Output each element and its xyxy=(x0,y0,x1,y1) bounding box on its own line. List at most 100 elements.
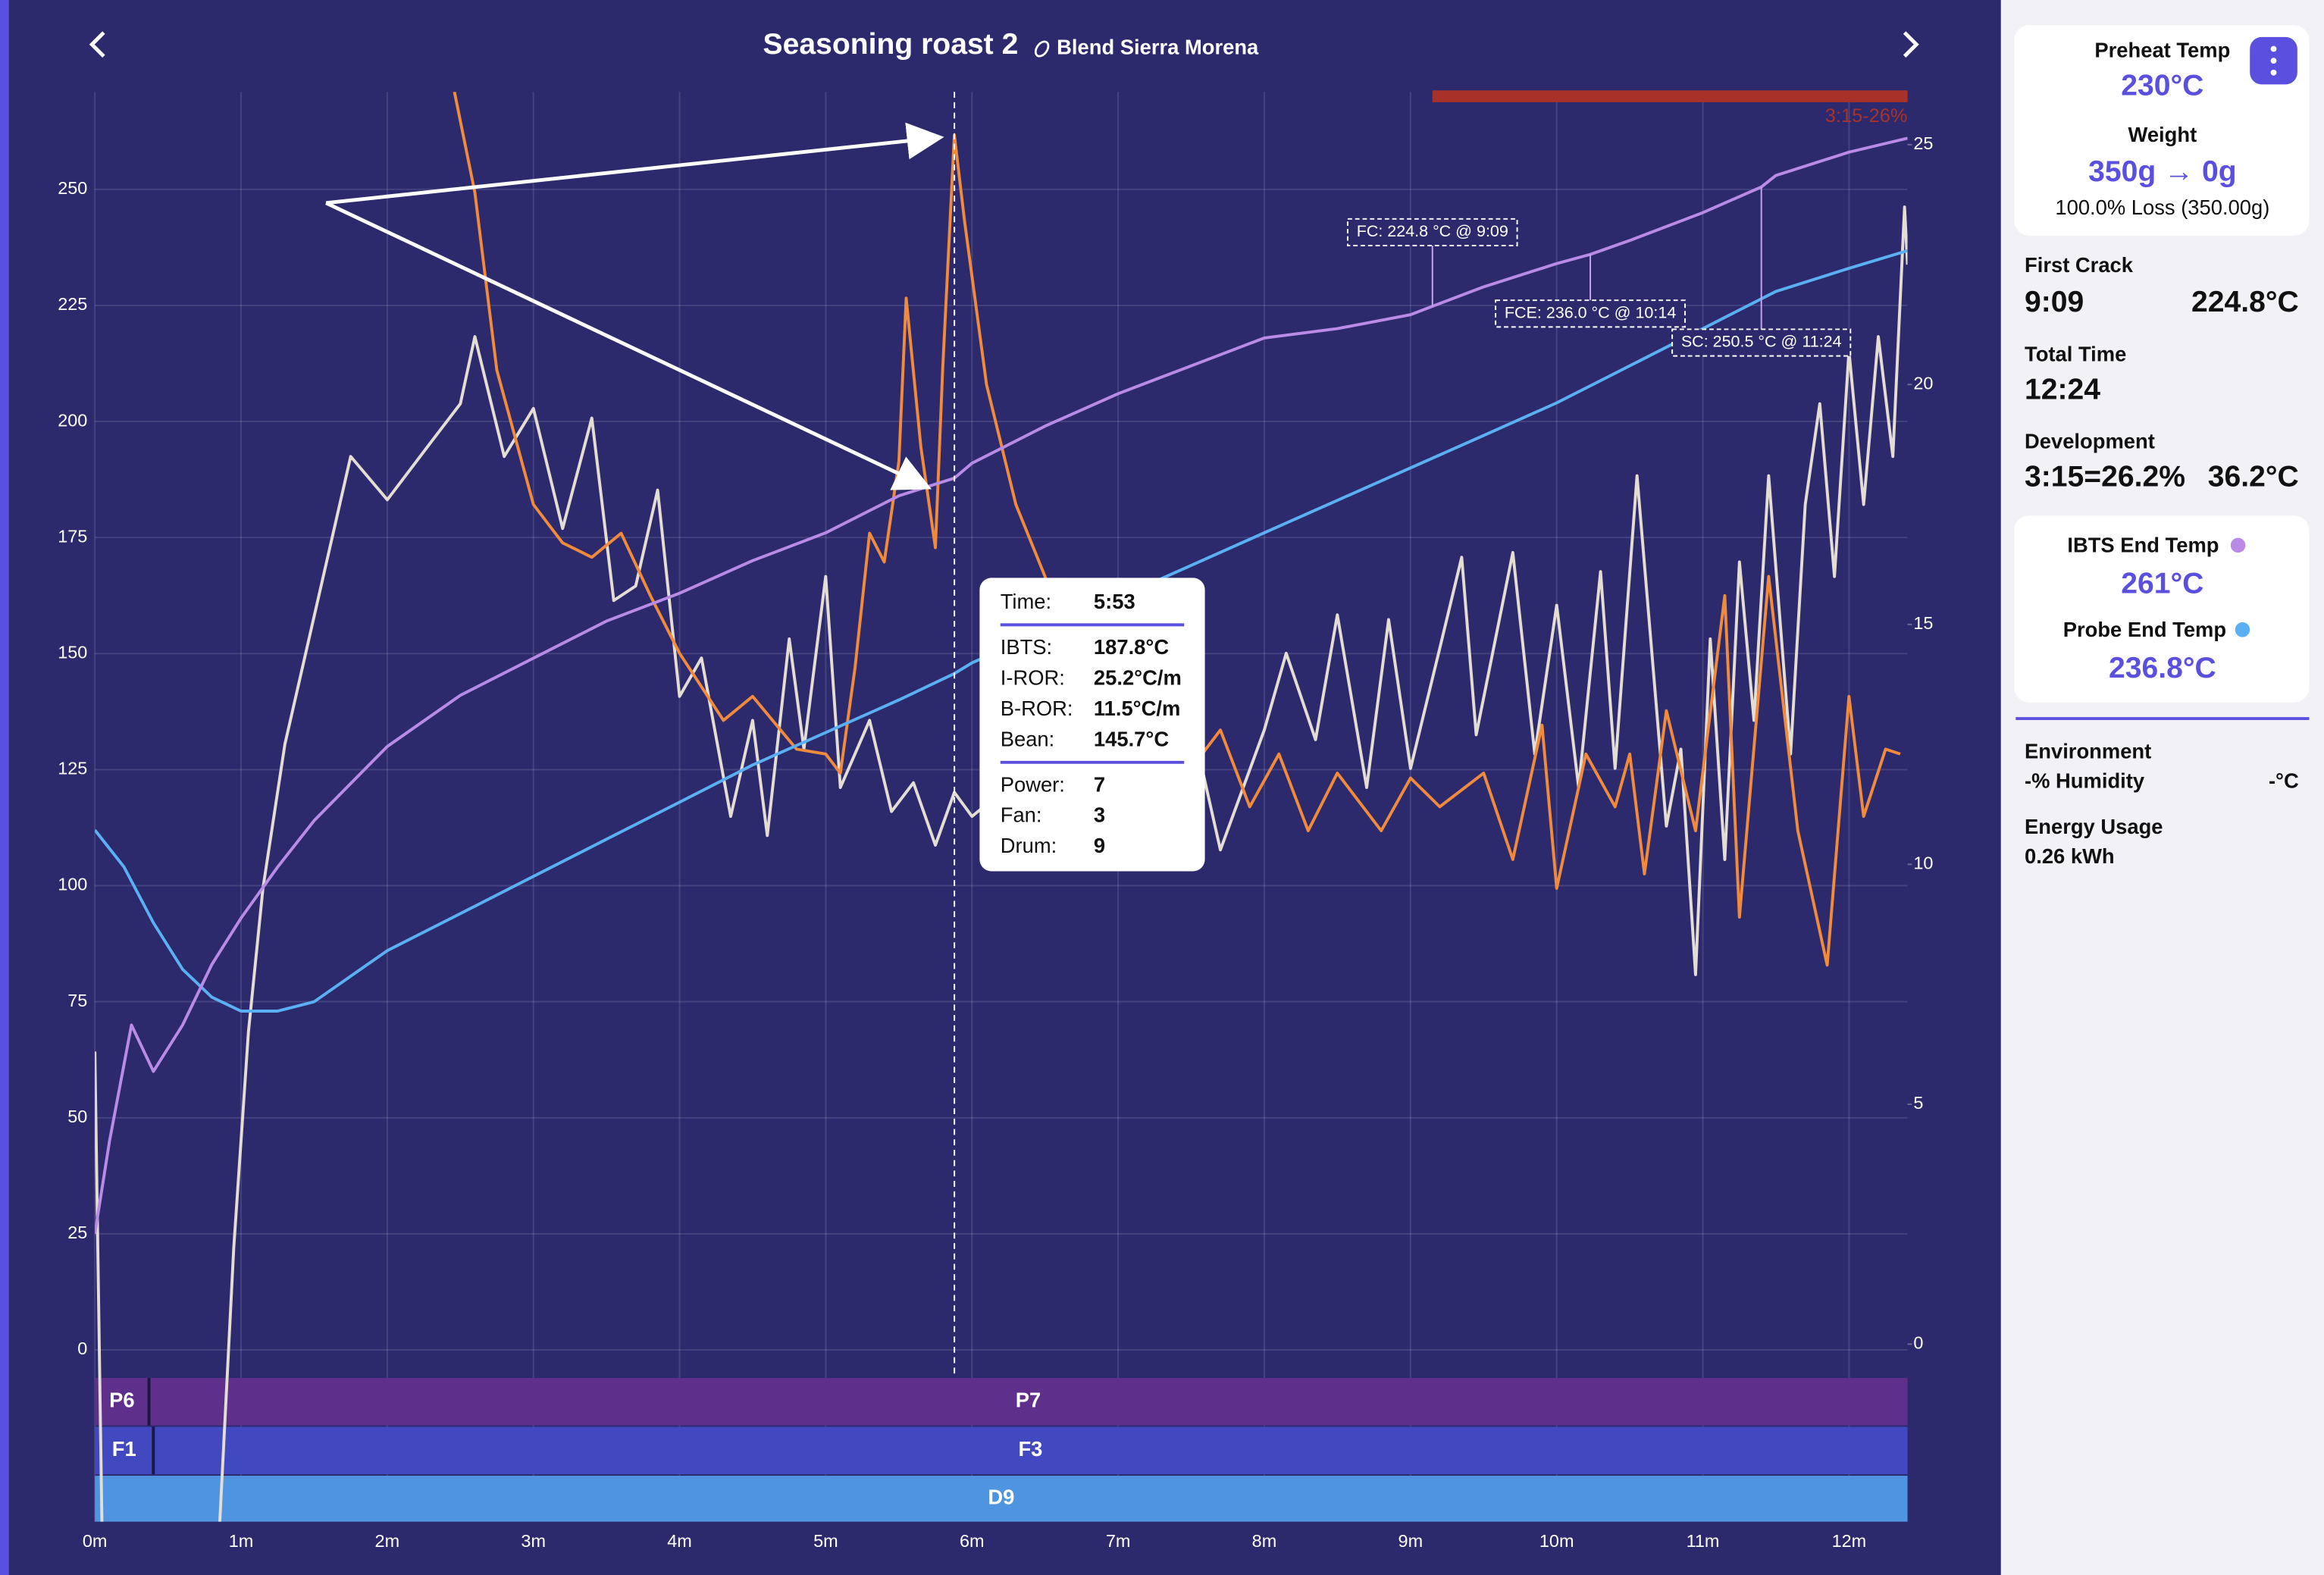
value: 236.8°C xyxy=(2109,652,2216,684)
value: 350g → 0g xyxy=(2088,155,2237,188)
arrow xyxy=(325,122,944,205)
y-tick-label: 0 xyxy=(77,1339,87,1358)
tooltip-value: 9 xyxy=(1094,834,1105,857)
y2-tick-label: 20 xyxy=(1913,374,1933,393)
x-tick-label: 7m xyxy=(1106,1531,1131,1551)
label: Development xyxy=(2025,430,2155,453)
value: 100.0% Loss (350.00g) xyxy=(2055,196,2269,219)
x-tick-label: 9m xyxy=(1398,1531,1424,1551)
segment-label: F3 xyxy=(1018,1437,1042,1461)
tooltip-box xyxy=(979,578,1205,872)
series-line xyxy=(95,249,1908,1013)
x-tick-label: 10m xyxy=(1539,1531,1574,1551)
tooltip-value: 25.2°C/m xyxy=(1094,665,1182,689)
arrow xyxy=(325,201,932,490)
menu-dot xyxy=(2270,45,2277,52)
event-label: FC: 224.8 °C @ 9:09 xyxy=(1357,222,1508,240)
segment-label: P6 xyxy=(109,1389,134,1412)
sidebar-bg xyxy=(2000,0,2324,1575)
value: 224.8°C xyxy=(2191,286,2299,318)
y-tick-label: 150 xyxy=(58,643,87,662)
x-tick-label: 1m xyxy=(229,1531,254,1551)
value: -% Humidity xyxy=(2025,769,2145,792)
bean-icon xyxy=(1034,40,1050,58)
sidebar: Preheat Temp 230°C Weight 350g → 0g 100.… xyxy=(2000,0,2324,1575)
event-box xyxy=(1671,328,1852,357)
tooltip-value: 11.5°C/m xyxy=(1094,697,1180,720)
segment-label: P7 xyxy=(1016,1389,1041,1412)
profile-segment xyxy=(95,1426,154,1475)
y2-tick-label: 0 xyxy=(1913,1333,1923,1353)
tooltip-value: 5:53 xyxy=(1094,590,1135,613)
x-tick-label: 12m xyxy=(1832,1531,1867,1551)
label: First Crack xyxy=(2025,253,2134,277)
event-box xyxy=(1346,218,1518,246)
tooltip-value: 145.7°C xyxy=(1094,727,1169,750)
tooltip-label: Power: xyxy=(1001,772,1065,796)
segment-label: F1 xyxy=(112,1437,136,1461)
tooltip-label: B-ROR: xyxy=(1001,697,1073,720)
tooltip-label: Fan: xyxy=(1001,803,1042,827)
y2-tick-label: 25 xyxy=(1913,133,1933,153)
segment-label: D9 xyxy=(988,1486,1014,1509)
y-tick-label: 25 xyxy=(67,1223,87,1242)
next-button[interactable] xyxy=(1903,31,1919,58)
tooltip-label: Drum: xyxy=(1001,834,1057,857)
y2-tick-label: 5 xyxy=(1913,1093,1923,1113)
tooltip-label: I-ROR: xyxy=(1001,665,1065,689)
x-tick-label: 3m xyxy=(521,1531,546,1551)
bean-name: Blend Sierra Morena xyxy=(1057,36,1259,59)
label: Energy Usage xyxy=(2025,815,2163,838)
x-tick-label: 11m xyxy=(1687,1531,1720,1551)
y-tick-label: 200 xyxy=(58,410,87,430)
y-tick-label: 125 xyxy=(58,759,87,778)
development-bar xyxy=(1432,90,1908,102)
value: 3:15=26.2% xyxy=(2025,461,2185,493)
y-tick-label: 175 xyxy=(58,526,87,546)
y2-tick-label: 15 xyxy=(1913,613,1933,633)
event-box xyxy=(1495,299,1686,328)
menu-dot xyxy=(2270,58,2277,64)
x-tick-label: 8m xyxy=(1252,1531,1277,1551)
tooltip-value: 7 xyxy=(1094,772,1105,796)
value: 12:24 xyxy=(2025,373,2100,405)
tooltip-label: Time: xyxy=(1001,590,1051,613)
y-tick-label: 50 xyxy=(67,1107,87,1126)
y-tick-label: 100 xyxy=(58,875,87,894)
event-label: FCE: 236.0 °C @ 10:14 xyxy=(1505,303,1676,321)
value: 230°C xyxy=(2121,70,2203,102)
value: 261°C xyxy=(2121,567,2203,600)
card xyxy=(2014,25,2310,236)
y-tick-label: 250 xyxy=(58,178,87,198)
tooltip-label: Bean: xyxy=(1001,727,1055,750)
menu-dot xyxy=(2270,69,2277,76)
profile-segment xyxy=(95,1378,149,1426)
x-tick-label: 5m xyxy=(813,1531,838,1551)
card xyxy=(2014,515,2310,703)
label: Environment xyxy=(2025,739,2151,762)
profile-segment xyxy=(95,1476,1908,1522)
value: -°C xyxy=(2269,769,2299,792)
label: IBTS End Temp xyxy=(2067,534,2219,557)
x-tick-label: 0m xyxy=(83,1531,108,1551)
legend-dot xyxy=(2235,622,2250,637)
tooltip-value: 3 xyxy=(1094,803,1105,827)
y-tick-label: 75 xyxy=(67,991,87,1010)
value: 36.2°C xyxy=(2208,461,2299,493)
value: 0.26 kWh xyxy=(2025,844,2115,868)
x-tick-label: 6m xyxy=(960,1531,985,1551)
y2-tick-label: 10 xyxy=(1913,853,1933,873)
plot: 0m 1m 2m 3m 4m 5m 6m 7m 8m 9m 10m 11m 12m02550751001… xyxy=(58,90,1933,1551)
profile-segment xyxy=(153,1426,1908,1475)
edge-strip xyxy=(0,0,9,1575)
legend-dot xyxy=(2230,537,2246,553)
label: Total Time xyxy=(2025,342,2126,365)
event-label: SC: 250.5 °C @ 11:24 xyxy=(1681,333,1842,351)
x-tick-label: 2m xyxy=(375,1531,400,1551)
title: Seasoning roast 2 xyxy=(763,28,1019,61)
label: Probe End Temp xyxy=(2063,618,2226,641)
prev-button[interactable] xyxy=(89,31,105,58)
profile-segment xyxy=(149,1378,1908,1426)
x-tick-label: 4m xyxy=(667,1531,692,1551)
